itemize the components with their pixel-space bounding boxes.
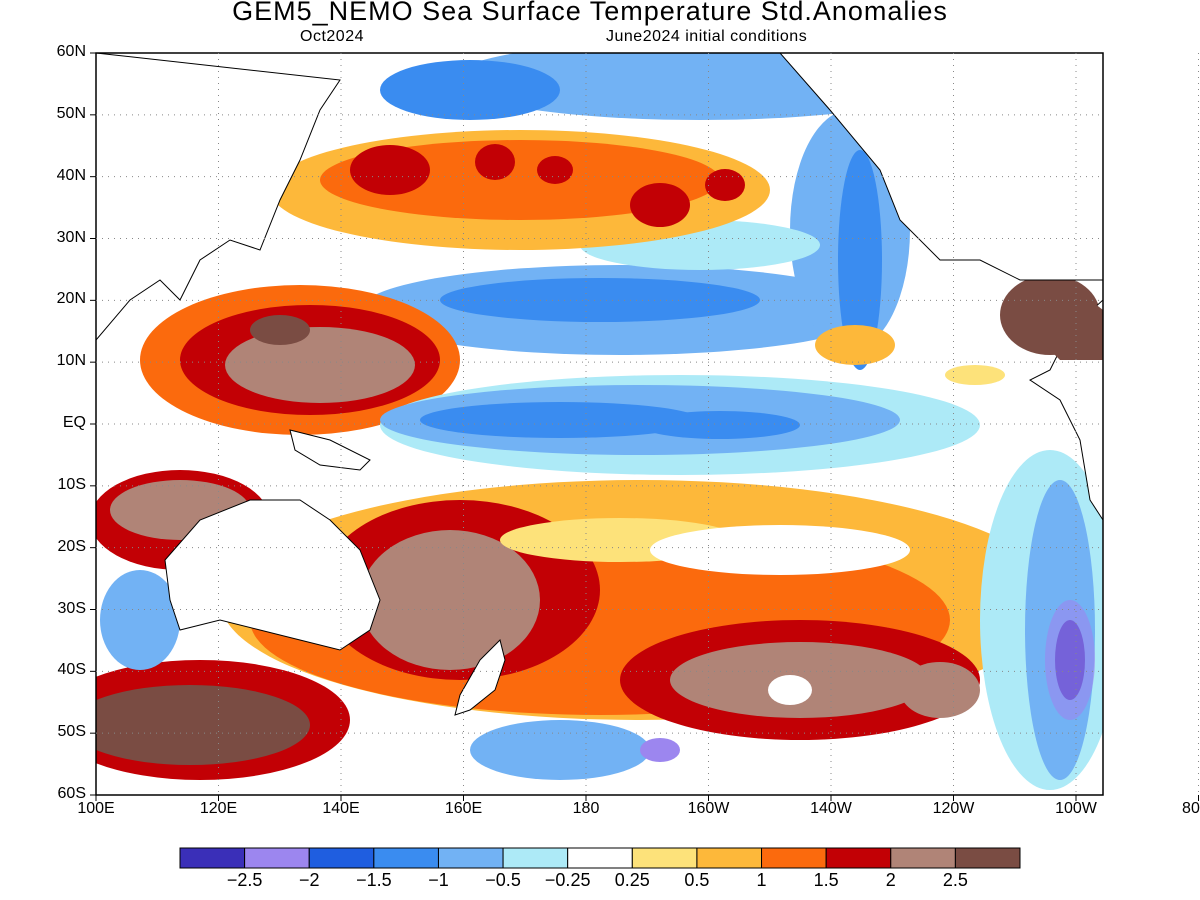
colorbar-swatch <box>437 847 504 869</box>
lat-label: 30N <box>56 228 86 246</box>
colorbar-swatch <box>761 847 827 869</box>
lat-label: EQ <box>62 414 86 431</box>
lat-label: 20N <box>56 290 86 308</box>
lon-label: 160W <box>687 800 730 817</box>
anomaly-patch <box>945 365 1005 385</box>
colorbar-swatch <box>308 847 375 869</box>
anomaly-patch <box>640 738 680 762</box>
lon-label: 140E <box>322 800 360 817</box>
colorbar-label: 1 <box>756 870 767 890</box>
anomaly-patch <box>96 685 310 765</box>
australia-land <box>164 499 381 651</box>
colorbar-label: −2.5 <box>226 870 263 890</box>
map-title: GEM5_NEMO Sea Surface Temperature Std.An… <box>232 0 948 26</box>
new-zealand-land <box>454 639 506 716</box>
colorbar-label: −0.5 <box>485 870 521 890</box>
lat-label: 20S <box>57 537 86 555</box>
colorbar-swatch <box>825 847 892 869</box>
colorbar-label: −1 <box>428 870 449 890</box>
colorbar-swatch <box>502 847 569 869</box>
lat-label: 60S <box>57 785 86 802</box>
anomaly-patch <box>815 325 895 365</box>
lon-label: 120W <box>932 800 975 817</box>
anomaly-patch <box>380 60 560 120</box>
anomaly-patch <box>100 570 180 670</box>
anomaly-patch <box>640 411 800 439</box>
colorbar-label: 0.5 <box>684 870 710 890</box>
asia-land <box>96 53 341 341</box>
colorbar-swatch <box>179 847 246 869</box>
axis-ticks <box>90 52 1199 801</box>
lat-label: 30S <box>57 599 86 617</box>
anomaly-patch <box>475 144 515 180</box>
colorbar <box>179 847 1021 869</box>
colorbar-swatch <box>890 847 956 869</box>
colorbar-label: 1.5 <box>813 870 839 890</box>
anomaly-patch <box>900 662 980 718</box>
anomaly-patch <box>768 675 812 705</box>
anomaly-patch <box>360 530 540 670</box>
lon-label: 120E <box>199 800 238 817</box>
anomaly-patch <box>1040 290 1103 360</box>
anomaly-patch <box>350 145 430 195</box>
lat-label: 50N <box>56 104 86 122</box>
colorbar-swatch <box>373 847 439 869</box>
lat-label: 50S <box>57 723 86 741</box>
anomaly-patch <box>705 169 745 201</box>
new-guinea-land <box>289 429 371 471</box>
colorbar-label: 2.5 <box>942 870 968 890</box>
lat-label: 40N <box>56 166 86 184</box>
anomaly-patch <box>630 183 690 227</box>
colorbar-label: −1.5 <box>356 870 392 890</box>
anomaly-patch <box>225 327 415 403</box>
initial-conditions: June2024 initial conditions <box>606 28 808 45</box>
colorbar-label: 2 <box>885 870 896 890</box>
colorbar-swatch <box>696 847 763 869</box>
lat-label: 60N <box>56 43 86 60</box>
graticule <box>96 53 1199 795</box>
colorbar-swatch <box>631 847 698 869</box>
anomaly-patch <box>1045 600 1095 720</box>
lat-label: 10N <box>56 352 86 370</box>
colorbar-swatch <box>244 847 310 869</box>
lon-label: 100W <box>1055 800 1097 817</box>
anomaly-patch <box>470 720 650 780</box>
lon-label: 140W <box>810 800 852 817</box>
north-america-land <box>779 53 1103 281</box>
lon-label: 80W <box>1182 800 1200 817</box>
anomaly-patch <box>250 315 310 345</box>
lat-label: 40S <box>57 661 86 679</box>
lon-label: 160E <box>444 800 483 817</box>
anomaly-patch <box>420 402 700 438</box>
anomaly-patch <box>838 150 882 370</box>
lon-label: 180 <box>572 800 600 817</box>
colorbar-label: −2 <box>298 870 320 890</box>
colorbar-label: 0.25 <box>614 870 650 890</box>
map-area <box>96 53 1103 795</box>
anomaly-patch <box>537 156 573 184</box>
colorbar-label: −0.25 <box>544 870 591 890</box>
forecast-month: Oct2024 <box>300 28 364 45</box>
colorbar-swatch <box>954 847 1021 869</box>
anomaly-patch <box>650 525 910 575</box>
lat-label: 10S <box>57 475 86 493</box>
colorbar-swatch <box>567 847 633 869</box>
lon-label: 100E <box>77 800 115 817</box>
